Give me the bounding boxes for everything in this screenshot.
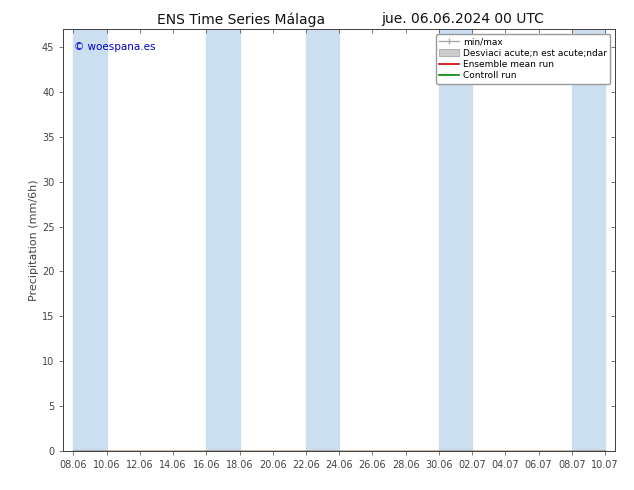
- Bar: [439, 29, 472, 451]
- Text: jue. 06.06.2024 00 UTC: jue. 06.06.2024 00 UTC: [382, 12, 544, 26]
- Legend: min/max, Desviaci acute;n est acute;ndar, Ensemble mean run, Controll run: min/max, Desviaci acute;n est acute;ndar…: [436, 34, 611, 84]
- Bar: [572, 29, 605, 451]
- Bar: [74, 29, 107, 451]
- Text: © woespana.es: © woespana.es: [74, 42, 156, 52]
- Y-axis label: Precipitation (mm/6h): Precipitation (mm/6h): [29, 179, 39, 301]
- Bar: [206, 29, 240, 451]
- Bar: [306, 29, 339, 451]
- Text: ENS Time Series Málaga: ENS Time Series Málaga: [157, 12, 325, 27]
